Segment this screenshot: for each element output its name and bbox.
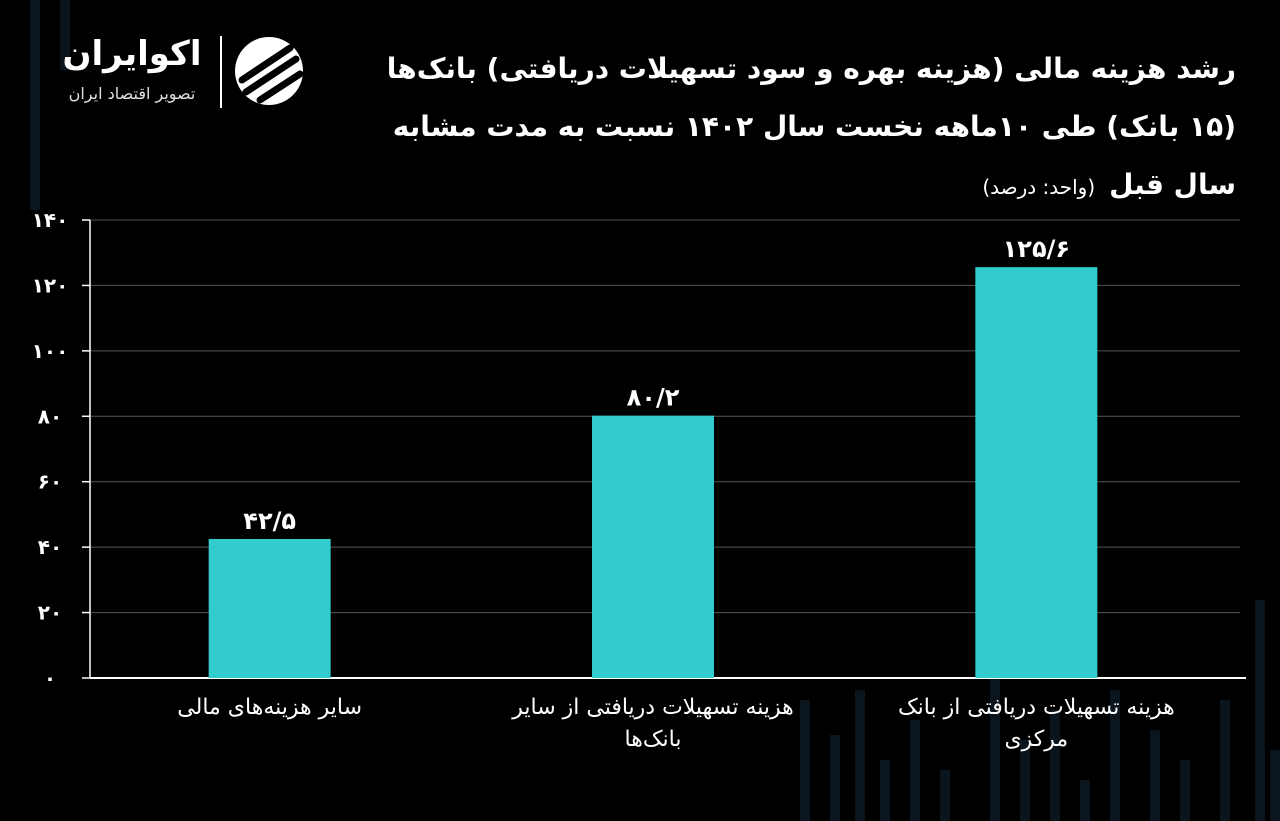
y-tick-label: ۰ <box>44 666 56 690</box>
logo-divider <box>220 36 222 108</box>
bar-value-label: ۴۲/۵ <box>243 507 296 535</box>
y-tick-label: ۱۰۰ <box>32 339 69 363</box>
brand-logo: اکوایران تصویر اقتصاد ایران <box>48 32 318 112</box>
y-tick-label: ۸۰ <box>38 404 62 428</box>
title-text: رشد هزینه مالی (هزینه بهره و سود تسهیلات… <box>386 52 1236 201</box>
unit-note: (واحد: درصد) <box>982 175 1096 199</box>
bar-value-label: ۱۲۵/۶ <box>1003 235 1070 263</box>
chart-title: رشد هزینه مالی (هزینه بهره و سود تسهیلات… <box>376 40 1236 216</box>
bar <box>592 415 714 678</box>
y-tick-label: ۴۰ <box>38 535 62 559</box>
bar <box>975 267 1098 678</box>
brand-mark-icon <box>235 37 304 105</box>
x-category-label: سایر هزینه‌های مالی <box>177 695 363 720</box>
y-tick-label: ۱۴۰ <box>32 208 69 232</box>
brand-tagline: تصویر اقتصاد ایران <box>68 84 196 103</box>
x-category-label: هزینه تسهیلات دریافتی از سایر بانک‌ها <box>512 695 794 752</box>
x-category-label: هزینه تسهیلات دریافتی از بانک مرکزی <box>897 695 1175 752</box>
bar <box>208 538 331 678</box>
y-tick-label: ۱۲۰ <box>32 273 69 297</box>
y-tick-label: ۶۰ <box>38 470 62 494</box>
y-tick-label: ۲۰ <box>38 601 62 625</box>
brand-name: اکوایران <box>62 34 202 74</box>
bar-value-label: ۸۰/۲ <box>627 384 680 412</box>
